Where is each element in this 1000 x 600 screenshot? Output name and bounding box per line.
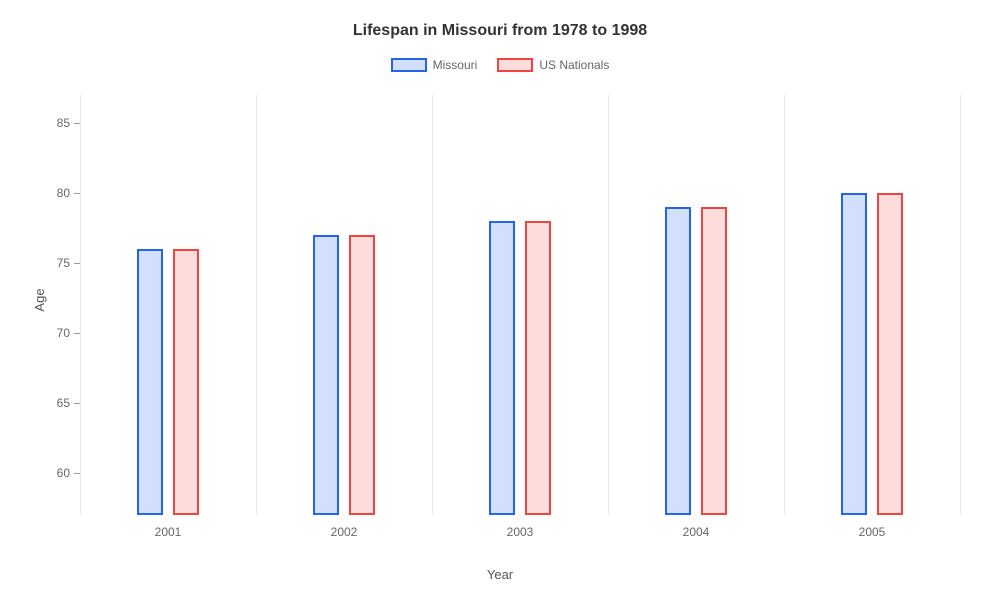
bar xyxy=(173,249,199,515)
bar xyxy=(665,207,691,515)
legend-label: US Nationals xyxy=(539,58,609,72)
y-tick-label: 70 xyxy=(57,326,70,340)
bar xyxy=(525,221,551,515)
x-tick-label: 2003 xyxy=(507,525,534,539)
legend-item: Missouri xyxy=(391,58,478,72)
bar xyxy=(877,193,903,515)
legend-swatch-us-nationals xyxy=(497,58,533,72)
bar xyxy=(349,235,375,515)
y-tick-label: 85 xyxy=(57,116,70,130)
chart-container: Lifespan in Missouri from 1978 to 1998 M… xyxy=(0,0,1000,600)
x-tick-label: 2005 xyxy=(859,525,886,539)
bar xyxy=(137,249,163,515)
x-tick-label: 2002 xyxy=(331,525,358,539)
legend-item: US Nationals xyxy=(497,58,609,72)
y-axis-title: Age xyxy=(32,288,47,311)
y-tick xyxy=(74,333,80,334)
y-tick-label: 75 xyxy=(57,256,70,270)
plot-area: 60657075808520012002200320042005 xyxy=(80,95,960,515)
grid-line xyxy=(80,95,81,515)
grid-line xyxy=(784,95,785,515)
y-tick xyxy=(74,263,80,264)
bar xyxy=(841,193,867,515)
chart-title: Lifespan in Missouri from 1978 to 1998 xyxy=(0,0,1000,40)
y-tick-label: 60 xyxy=(57,466,70,480)
x-tick-label: 2001 xyxy=(155,525,182,539)
y-tick xyxy=(74,193,80,194)
grid-line xyxy=(960,95,961,515)
legend-label: Missouri xyxy=(433,58,478,72)
bar xyxy=(701,207,727,515)
grid-line xyxy=(608,95,609,515)
x-tick-label: 2004 xyxy=(683,525,710,539)
y-tick-label: 80 xyxy=(57,186,70,200)
grid-line xyxy=(432,95,433,515)
legend-swatch-missouri xyxy=(391,58,427,72)
y-tick xyxy=(74,123,80,124)
grid-line xyxy=(256,95,257,515)
bar xyxy=(489,221,515,515)
bar xyxy=(313,235,339,515)
y-tick-label: 65 xyxy=(57,396,70,410)
legend: Missouri US Nationals xyxy=(0,58,1000,72)
y-tick xyxy=(74,403,80,404)
x-axis-title: Year xyxy=(487,567,513,582)
y-tick xyxy=(74,473,80,474)
